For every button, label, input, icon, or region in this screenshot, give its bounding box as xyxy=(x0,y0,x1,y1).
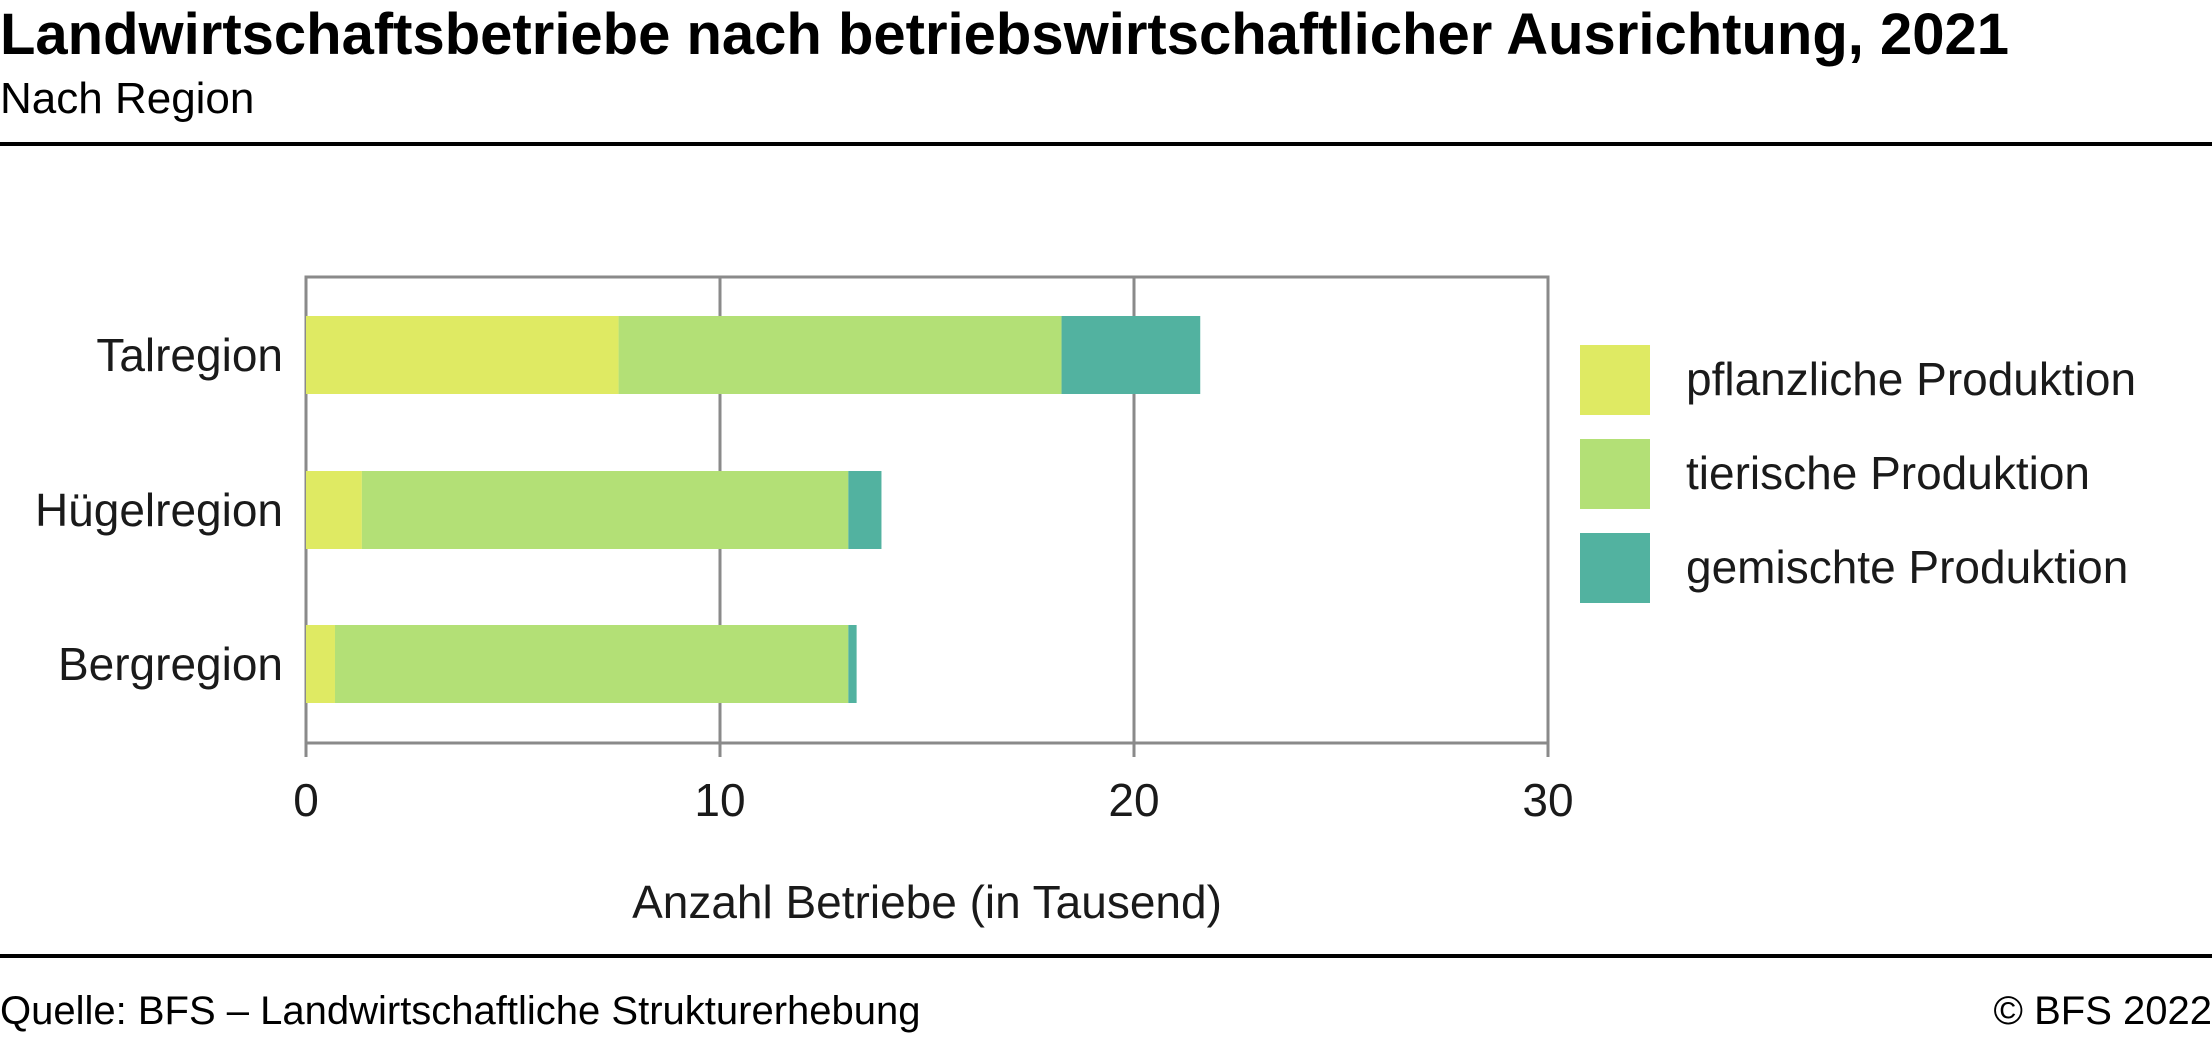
x-axis-title: Anzahl Betriebe (in Tausend) xyxy=(632,876,1222,928)
bar-segment xyxy=(306,471,362,549)
copyright-note: © BFS 2022 xyxy=(1993,989,2212,1033)
bar-segment xyxy=(306,625,335,703)
legend-label: gemischte Produktion xyxy=(1686,541,2128,593)
x-tick-label: 30 xyxy=(1522,774,1573,826)
legend-label: tierische Produktion xyxy=(1686,447,2090,499)
legend-swatch xyxy=(1580,533,1650,603)
x-tick-label: 20 xyxy=(1108,774,1159,826)
category-label: Bergregion xyxy=(58,638,283,690)
category-label: Hügelregion xyxy=(35,484,283,536)
bar-segment xyxy=(848,471,882,549)
bar-segment xyxy=(306,316,619,394)
x-tick-label: 10 xyxy=(694,774,745,826)
source-note: Quelle: BFS – Landwirtschaftliche Strukt… xyxy=(0,989,921,1033)
category-label: Talregion xyxy=(96,329,283,381)
bar-segment xyxy=(618,316,1062,394)
chart-title: Landwirtschaftsbetriebe nach betriebswir… xyxy=(0,2,2010,67)
header-divider xyxy=(0,142,2212,146)
chart-subtitle: Nach Region xyxy=(0,74,255,123)
legend-swatch xyxy=(1580,439,1650,509)
bar-segment xyxy=(334,625,849,703)
legend-label: pflanzliche Produktion xyxy=(1686,353,2136,405)
footer-divider xyxy=(0,954,2212,958)
bar-segment xyxy=(361,471,849,549)
legend: pflanzliche Produktion tierische Produkti… xyxy=(1580,345,2136,603)
bar-segment xyxy=(1061,316,1201,394)
axis-layer: Talregion Hügelregion Bergregion 0 10 20 30 Anz… xyxy=(35,329,1574,928)
bar-segment xyxy=(848,625,857,703)
bars-layer xyxy=(306,316,1201,703)
x-tick-label: 0 xyxy=(293,774,319,826)
legend-swatch xyxy=(1580,345,1650,415)
